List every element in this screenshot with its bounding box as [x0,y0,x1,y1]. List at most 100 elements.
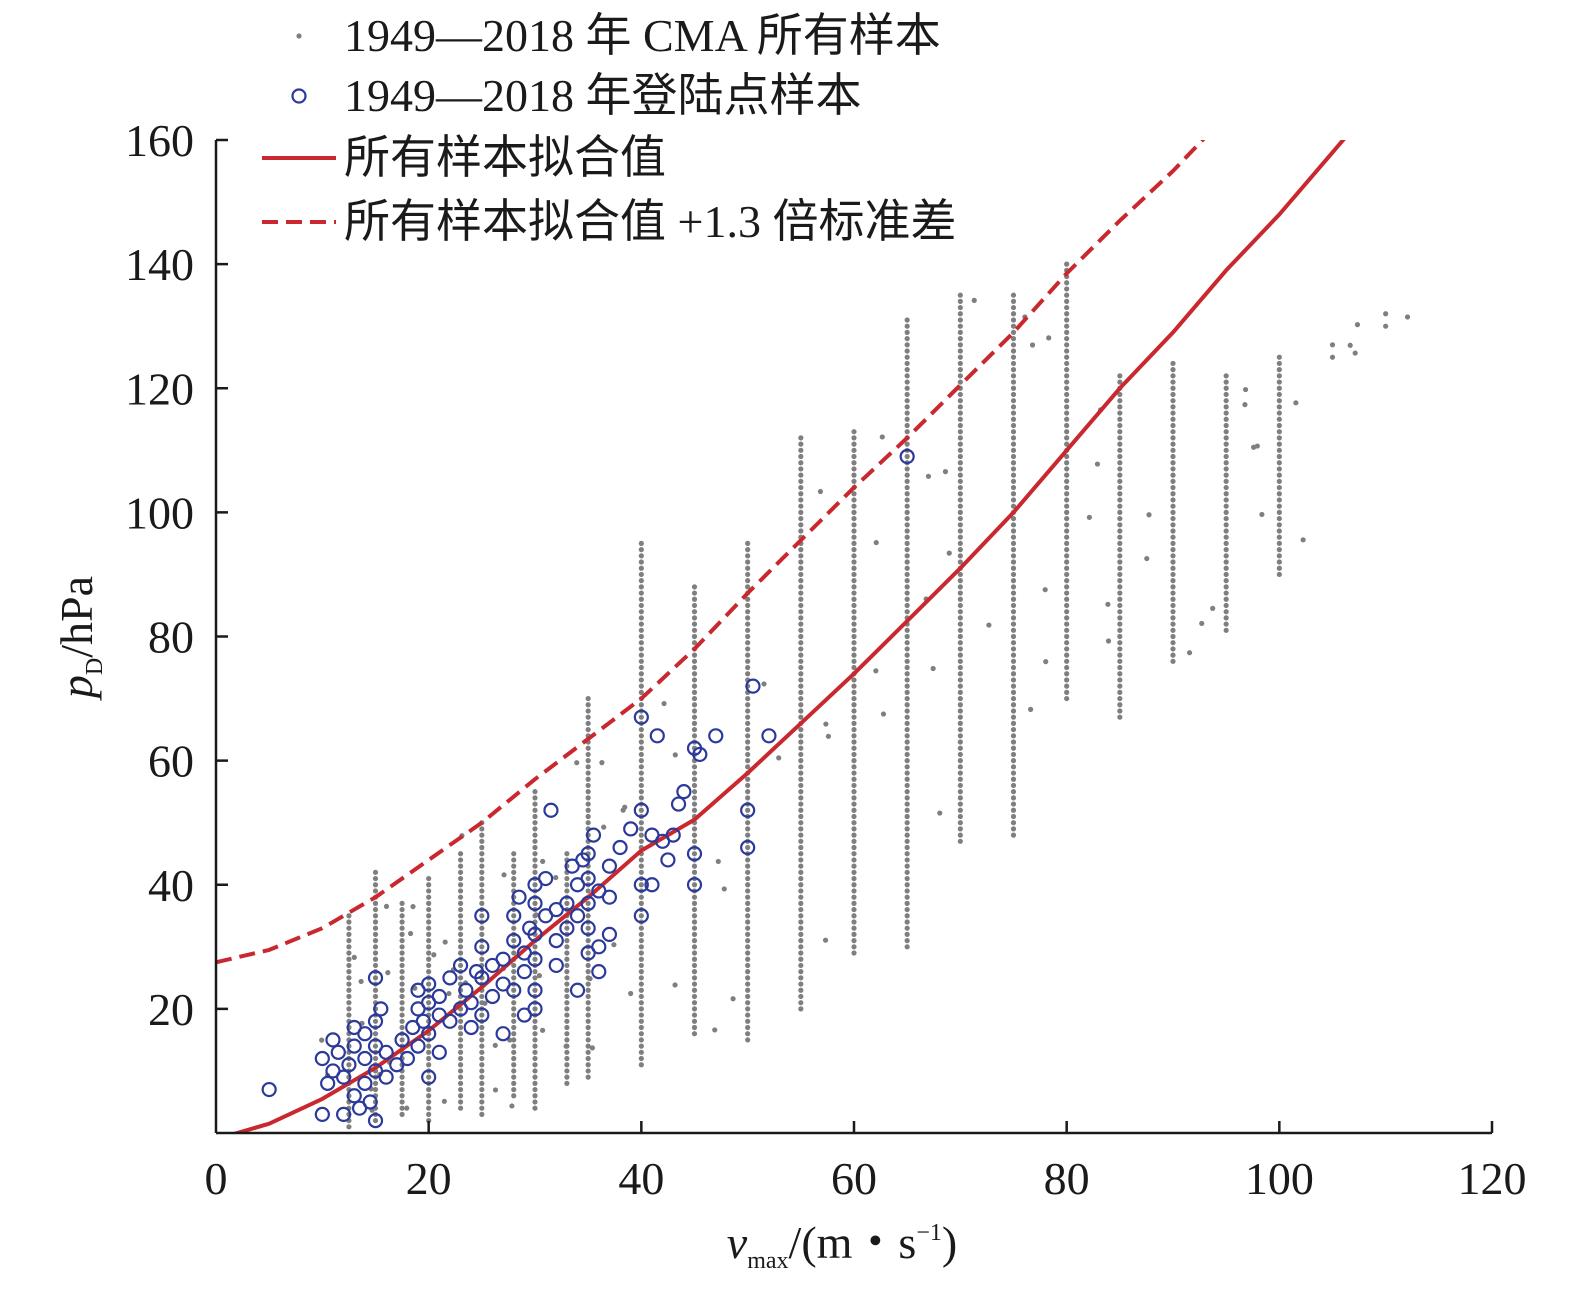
cma-point [798,491,804,497]
landfall-point [580,895,596,911]
cma-point [479,875,485,882]
cma-point [1010,503,1017,509]
cma-point [745,553,751,559]
cma-point [511,863,517,869]
cma-point [904,540,910,547]
cma-point [1064,404,1070,410]
cma-point [851,795,857,801]
cma-point [661,700,667,707]
cma-point [404,1105,410,1111]
cma-point [638,621,644,627]
cma-point [851,789,857,795]
cma-point [511,1037,517,1043]
cma-point [873,539,879,546]
landfall-point [495,1026,511,1042]
cma-point [564,1062,570,1068]
cma-point [691,652,698,658]
cma-point [1223,497,1229,503]
cma-point [585,1049,591,1055]
cma-point [1064,497,1070,503]
cma-point [1064,385,1070,391]
landfall-point [346,1088,362,1104]
cma-point [620,807,626,813]
cma-point [1064,677,1070,683]
cma-point [1223,534,1229,540]
cma-point [638,565,644,571]
cma-point [1170,429,1176,435]
cma-point [1117,683,1123,689]
landfall-point [527,982,543,998]
cma-point [798,553,804,559]
cma-point [457,869,464,875]
cma-point [745,987,751,993]
cma-point [691,938,698,944]
cma-point [1170,460,1176,466]
cma-point [851,851,857,857]
cma-point [457,938,464,944]
cma-point [957,726,963,733]
cma-point [904,869,910,875]
cma-point [851,633,857,640]
cma-point [1117,472,1123,478]
cma-point [1064,342,1070,348]
cma-point [1223,578,1229,584]
cma-point [1064,453,1070,460]
cma-point [730,996,736,1002]
cma-point [851,689,857,695]
cma-point [1010,559,1017,565]
cma-point [1170,534,1176,540]
cma-point [511,1012,517,1018]
cma-point [1276,354,1282,360]
cma-point [1170,540,1176,547]
cma-point [1347,342,1353,348]
cma-point [511,1006,517,1012]
cma-point [851,435,857,441]
cma-point [1010,708,1017,714]
cma-point [372,944,379,950]
cma-point [1170,547,1176,553]
cma-point [638,615,644,621]
cma-point [691,789,698,795]
landfall-point [357,1026,373,1042]
cma-point [1170,584,1176,590]
cma-point [1276,484,1282,491]
cma-point [585,807,591,813]
cma-point [479,888,485,894]
cma-point [745,906,751,913]
cma-point [1170,379,1176,385]
cma-point [904,329,910,335]
cma-point [798,453,804,460]
cma-point [1117,528,1123,534]
cma-point [904,702,910,708]
cma-point [1186,650,1193,656]
cma-point [1117,627,1123,633]
cma-point [1064,304,1070,311]
cma-point [372,993,379,1000]
cma-point [904,354,910,360]
cma-point [957,820,963,826]
cma-point [691,702,698,708]
cma-point [532,795,538,801]
cma-point [1170,559,1176,565]
cma-point [1010,590,1017,596]
cma-point [851,801,857,807]
cma-point [532,1031,538,1037]
cma-point [399,919,405,925]
cma-point [904,863,910,869]
cma-point [564,888,570,894]
cma-point [1117,447,1123,453]
cma-point [511,1018,517,1024]
cma-point [1223,522,1229,528]
cma-point [1010,466,1017,472]
cma-point [1223,398,1229,404]
cma-point [851,503,857,509]
cma-point [691,602,698,609]
cma-point [745,739,751,745]
cma-point [798,615,804,621]
cma-point [426,1055,432,1062]
cma-point [564,1068,570,1074]
cma-point [904,832,910,838]
cma-point [851,602,857,609]
cma-point [1010,522,1017,528]
cma-point [957,627,963,633]
